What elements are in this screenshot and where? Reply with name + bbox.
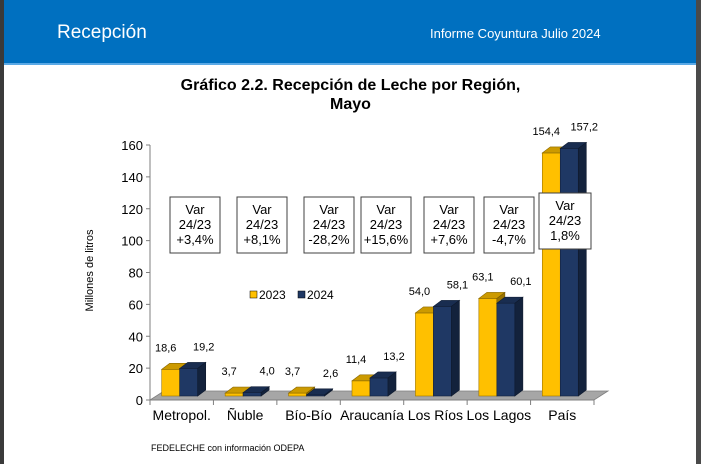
data-label: 3,7	[221, 366, 236, 378]
variation-box-period: 24/23	[313, 217, 346, 232]
variation-box-period: 24/23	[433, 217, 466, 232]
y-tick-label: 40	[129, 329, 143, 344]
data-label: 154,4	[533, 126, 561, 138]
variation-box-value: +8,1%	[243, 232, 281, 247]
bar-2024-side	[514, 296, 524, 397]
bar-2023-front	[161, 369, 181, 397]
bar-2023-front	[415, 312, 434, 397]
variation-box-value: +7,6%	[430, 232, 468, 247]
data-label: 60,1	[510, 276, 531, 288]
data-label: 11,4	[346, 354, 367, 366]
variation-box-period: 24/23	[549, 213, 582, 228]
variation-box-label: Var	[185, 202, 205, 217]
variation-box	[483, 196, 535, 254]
page-header: Recepción Informe Coyuntura Julio 2024	[4, 0, 696, 65]
data-label: 3,7	[285, 366, 300, 378]
variation-box	[303, 196, 355, 254]
bar-2024-side	[577, 141, 587, 397]
x-category-label: Los Lagos	[467, 407, 532, 423]
window-frame-left	[0, 0, 4, 464]
data-label: 4,0	[259, 366, 274, 378]
variation-box-period: 24/23	[493, 217, 526, 232]
variation-box-value: -28,2%	[308, 232, 350, 247]
variation-box-value: +15,6%	[364, 232, 409, 247]
variation-box-period: 24/23	[246, 217, 279, 232]
variation-box	[538, 192, 592, 250]
bar-2024-front	[496, 302, 516, 397]
legend-label-2023: 2023	[259, 288, 286, 302]
bar-2023-front	[351, 380, 371, 397]
data-label: 54,0	[409, 286, 430, 298]
legend-swatch-2024	[297, 290, 306, 299]
bar-2024-front	[242, 392, 262, 397]
section-title: Recepción	[57, 22, 147, 43]
y-tick-label: 60	[129, 297, 143, 312]
window-frame-right	[696, 0, 701, 464]
variation-box	[236, 196, 288, 254]
variation-box	[169, 196, 221, 254]
variation-box-label: Var	[376, 202, 396, 217]
legend-label-2024: 2024	[307, 288, 334, 302]
source-note: FEDELECHE con información ODEPA	[151, 443, 305, 453]
variation-box-value: 1,8%	[550, 228, 580, 243]
x-category-label: Araucanía	[340, 407, 404, 423]
bar-2024-side	[197, 361, 207, 397]
bar-2024-side	[451, 299, 460, 397]
variation-box-value: -4,7%	[492, 232, 526, 247]
x-category-label: Metropol.	[153, 407, 211, 423]
variation-box-label: Var	[252, 202, 272, 217]
x-category-label: País	[548, 407, 576, 423]
bar-2024-front	[433, 306, 452, 397]
y-tick-label: 140	[121, 170, 143, 185]
variation-box-value: +3,4%	[176, 232, 214, 247]
chart-title-line2: Mayo	[330, 96, 371, 113]
data-label: 58,1	[447, 279, 468, 291]
bar-2023-front	[478, 298, 498, 397]
variation-box-label: Var	[319, 202, 339, 217]
data-label: 157,2	[571, 121, 599, 133]
y-tick-label: 160	[121, 138, 143, 153]
data-label: 13,2	[383, 351, 404, 363]
data-label: 2,6	[323, 368, 338, 380]
x-category-label: Bío-Bío	[285, 407, 332, 423]
y-tick-label: 0	[136, 393, 143, 408]
variation-box-label: Var	[555, 198, 575, 213]
data-label: 18,6	[155, 342, 176, 354]
report-title: Informe Coyuntura Julio 2024	[430, 26, 601, 41]
bar-2024-side	[387, 371, 397, 397]
bar-2024-front	[369, 377, 389, 397]
x-category-label: Ñuble	[227, 407, 264, 423]
bar-2024-side	[324, 388, 333, 397]
bar-2023-front	[541, 152, 561, 397]
data-label: 19,2	[193, 341, 214, 353]
bar-2024-front	[179, 368, 199, 397]
y-tick-label: 120	[121, 202, 143, 217]
y-tick-label: 80	[129, 266, 143, 281]
variation-box-period: 24/23	[370, 217, 403, 232]
chart-title: Gráfico 2.2. Recepción de Leche por Regi…	[0, 76, 701, 114]
variation-box	[423, 196, 475, 254]
legend-swatch-2023	[249, 290, 258, 299]
y-axis-label: Millones de litros	[84, 229, 96, 311]
bar-2023-front	[224, 392, 244, 397]
variation-box-period: 24/23	[179, 217, 212, 232]
chart-title-line1: Gráfico 2.2. Recepción de Leche por Regi…	[180, 77, 521, 94]
variation-box-label: Var	[439, 202, 459, 217]
data-label: 63,1	[472, 271, 493, 283]
bar-2024-front	[559, 148, 579, 397]
y-tick-label: 100	[121, 234, 143, 249]
bar-2024-side	[260, 386, 270, 397]
variation-box-label: Var	[499, 202, 519, 217]
x-category-label: Los Ríos	[408, 407, 463, 423]
bar-2023-front	[288, 392, 307, 397]
variation-box	[360, 196, 412, 254]
y-tick-label: 20	[129, 361, 143, 376]
